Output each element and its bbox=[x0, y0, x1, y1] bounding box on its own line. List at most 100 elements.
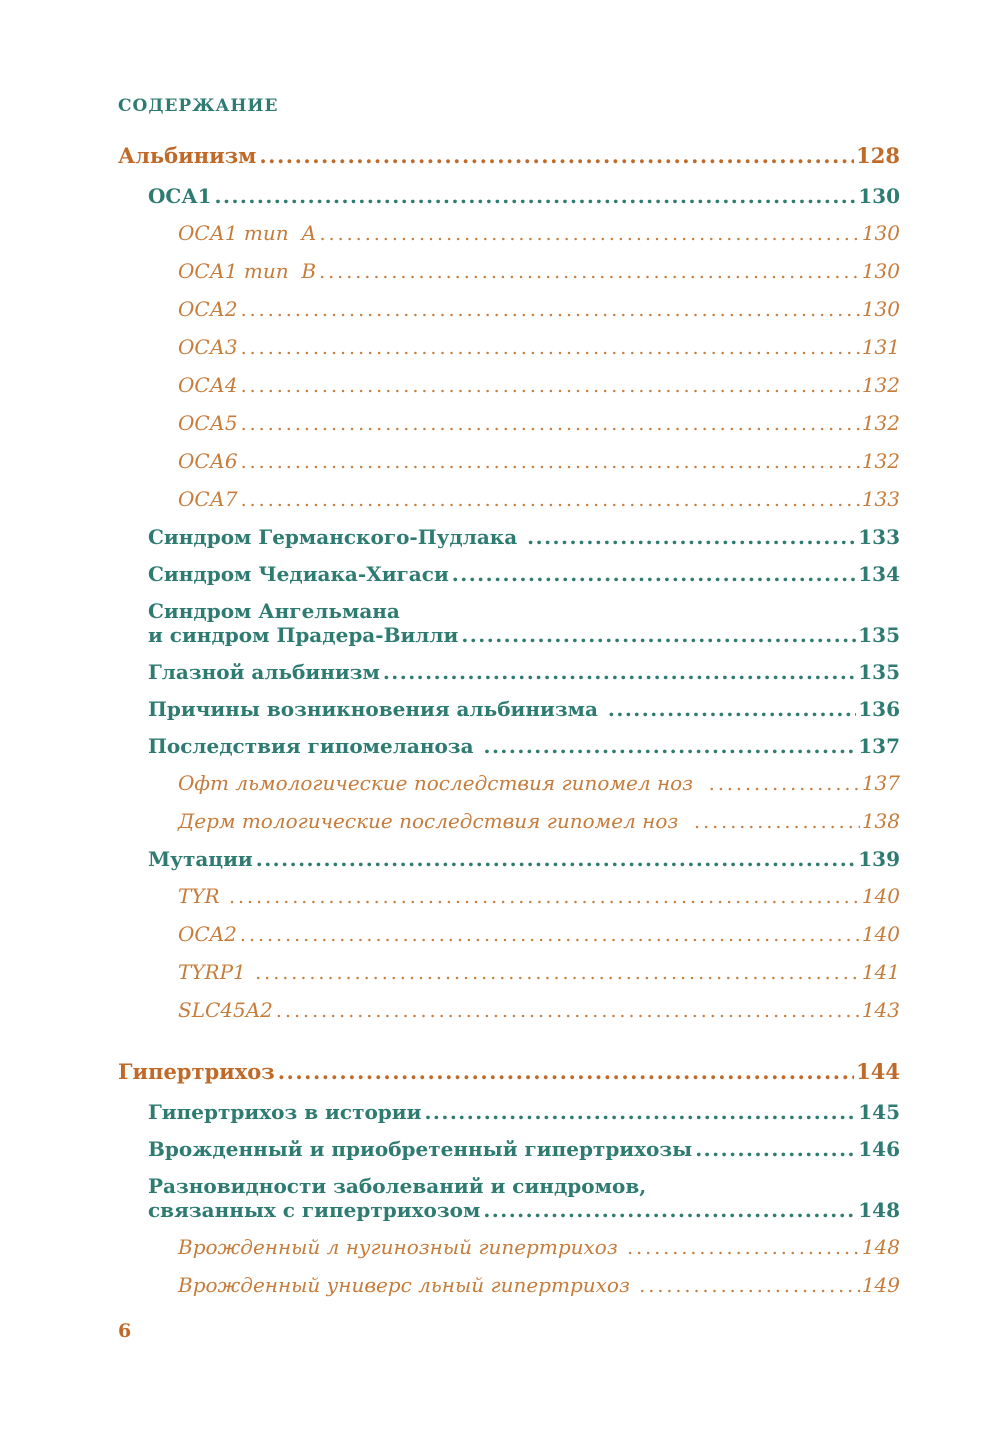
toc-entry-page: 141 bbox=[861, 960, 900, 984]
toc-entry-page: 135 bbox=[858, 660, 900, 684]
toc-entry-page: 140 bbox=[861, 884, 900, 908]
toc-entry: Глазной альбинизм.......................… bbox=[118, 660, 900, 684]
dot-leader: ........................................… bbox=[451, 562, 857, 586]
dot-leader: ........................................… bbox=[228, 886, 860, 908]
toc-entry-label: Синдром Чедиака-Хигаси bbox=[148, 562, 449, 586]
toc-entry-page: 130 bbox=[861, 259, 900, 283]
toc-entry: Альбинизм...............................… bbox=[118, 144, 900, 168]
toc-entry-page: 146 bbox=[858, 1137, 900, 1161]
toc-entry: ОСА3....................................… bbox=[118, 335, 900, 360]
toc-entry: OCA2....................................… bbox=[118, 922, 900, 947]
toc-entry: ОСА4....................................… bbox=[118, 373, 900, 398]
dot-leader: ........................................… bbox=[275, 1000, 860, 1022]
toc-entry-label: Синдром Германского-Пудлака bbox=[148, 525, 525, 549]
toc-entry-label: ОСА3 bbox=[178, 335, 238, 359]
dot-leader: ........................................… bbox=[255, 847, 857, 871]
toc-entry-page: 133 bbox=[861, 487, 900, 511]
toc-entry-page: 140 bbox=[861, 922, 900, 946]
dot-leader: ........................................… bbox=[607, 697, 857, 721]
toc-entry-label: ОСА2 bbox=[178, 297, 238, 321]
dot-leader: ........................................… bbox=[240, 375, 860, 397]
toc-entry-page: 130 bbox=[861, 297, 900, 321]
dot-leader: ........................................… bbox=[240, 337, 860, 359]
toc-entry-label: и синдром Прадера-Вилли bbox=[148, 623, 459, 647]
dot-leader: ........................................… bbox=[214, 184, 857, 208]
toc-entry-label: Альбинизм bbox=[118, 143, 257, 168]
table-of-contents: Альбинизм...............................… bbox=[118, 144, 900, 1298]
toc-entry: Гипертрихоз.............................… bbox=[118, 1060, 900, 1084]
dot-leader: ........................................… bbox=[277, 1060, 854, 1084]
toc-entry-page: 144 bbox=[856, 1059, 900, 1084]
toc-entry-label: SLC45A2 bbox=[178, 998, 273, 1022]
dot-leader: ........................................… bbox=[695, 1137, 857, 1161]
toc-entry-page: 130 bbox=[861, 221, 900, 245]
toc-entry-label: ОСА7 bbox=[178, 487, 238, 511]
toc-entry-label: ОСА4 bbox=[178, 373, 238, 397]
dot-leader: ........................................… bbox=[639, 1275, 860, 1297]
toc-entry-label: Врожденный л нугинозный гипертрихоз bbox=[178, 1235, 625, 1259]
dot-leader: ........................................… bbox=[483, 734, 857, 758]
toc-entry-label: TYR bbox=[178, 884, 226, 908]
dot-leader: ........................................… bbox=[319, 223, 860, 245]
toc-entry-page: 131 bbox=[861, 335, 900, 359]
toc-entry-label: Причины возникновения альбинизма bbox=[148, 697, 605, 721]
toc-entry: Последствия гипомеланоза ...............… bbox=[118, 734, 900, 758]
toc-entry-label: Синдром Ангельмана bbox=[148, 599, 400, 623]
toc-entry-page: 137 bbox=[858, 734, 900, 758]
toc-entry-label: Разновидности заболеваний и синдромов, bbox=[148, 1174, 647, 1198]
toc-entry: ОСА1 тип А..............................… bbox=[118, 221, 900, 246]
toc-entry: ОСА1 тип В..............................… bbox=[118, 259, 900, 284]
dot-leader: ........................................… bbox=[255, 962, 860, 984]
dot-leader: ........................................… bbox=[461, 623, 856, 647]
toc-entry: ОСА6....................................… bbox=[118, 449, 900, 474]
toc-entry-page: 149 bbox=[861, 1273, 900, 1297]
dot-leader: ........................................… bbox=[240, 451, 860, 473]
dot-leader: ........................................… bbox=[240, 489, 860, 511]
toc-entry: Синдром Ангельмана и синдром Прадера-Вилл… bbox=[118, 599, 900, 647]
toc-entry: Врожденный универс льный гипертрихоз ...… bbox=[118, 1273, 900, 1298]
toc-entry-page: 130 bbox=[858, 184, 900, 208]
toc-entry-page: 137 bbox=[861, 771, 900, 795]
dot-leader: ........................................… bbox=[627, 1237, 860, 1259]
toc-entry: ОСА7....................................… bbox=[118, 487, 900, 512]
toc-entry-label: Врожденный универс льный гипертрихоз bbox=[178, 1273, 637, 1297]
toc-entry-page: 132 bbox=[861, 373, 900, 397]
toc-entry: Офт льмологические последствия гипомел н… bbox=[118, 771, 900, 796]
toc-entry: Врожденный л нугинозный гипертрихоз ....… bbox=[118, 1235, 900, 1260]
toc-entry: ОСА2....................................… bbox=[118, 297, 900, 322]
dot-leader: ........................................… bbox=[240, 413, 860, 435]
toc-entry-label: Гипертрихоз bbox=[118, 1059, 275, 1084]
toc-entry: Дерм тологические последствия гипомел но… bbox=[118, 809, 900, 834]
toc-entry-page: 132 bbox=[861, 411, 900, 435]
toc-entry: Синдром Германского-Пудлака ............… bbox=[118, 525, 900, 549]
toc-entry-label: Дерм тологические последствия гипомел но… bbox=[178, 809, 692, 833]
toc-entry-page: 148 bbox=[858, 1198, 900, 1222]
toc-entry-page: 133 bbox=[858, 525, 900, 549]
toc-entry-label: Врожденный и приобретенный гипертрихозы bbox=[148, 1137, 693, 1161]
page-number: 6 bbox=[118, 1320, 132, 1342]
dot-leader: ........................................… bbox=[694, 811, 860, 833]
toc-entry-label: OCA2 bbox=[178, 922, 237, 946]
dot-leader: ........................................… bbox=[239, 924, 860, 946]
toc-entry-page: 139 bbox=[858, 847, 900, 871]
dot-leader: ........................................… bbox=[259, 144, 854, 168]
toc-entry-label: TYRP1 bbox=[178, 960, 253, 984]
toc-entry-label: связанных с гипертрихозом bbox=[148, 1198, 481, 1222]
toc-entry: Разновидности заболеваний и синдромов, св… bbox=[118, 1174, 900, 1222]
dot-leader: ........................................… bbox=[527, 525, 857, 549]
toc-entry: TYRP1 ..................................… bbox=[118, 960, 900, 985]
toc-entry: Мутации.................................… bbox=[118, 847, 900, 871]
toc-entry: Гипертрихоз в истории...................… bbox=[118, 1100, 900, 1124]
toc-entry: ОСА1....................................… bbox=[118, 184, 900, 208]
toc-entry-label: Офт льмологические последствия гипомел н… bbox=[178, 771, 706, 795]
toc-entry-label: ОСА1 тип А bbox=[178, 221, 317, 245]
toc-entry-label: Последствия гипомеланоза bbox=[148, 734, 481, 758]
toc-entry: Врожденный и приобретенный гипертрихозы.… bbox=[118, 1137, 900, 1161]
toc-entry-label: Мутации bbox=[148, 847, 253, 871]
toc-entry-page: 128 bbox=[856, 143, 900, 168]
toc-entry: ОСА5....................................… bbox=[118, 411, 900, 436]
toc-entry-page: 145 bbox=[858, 1100, 900, 1124]
dot-leader: ........................................… bbox=[319, 261, 860, 283]
toc-entry-label: ОСА1 bbox=[148, 184, 212, 208]
